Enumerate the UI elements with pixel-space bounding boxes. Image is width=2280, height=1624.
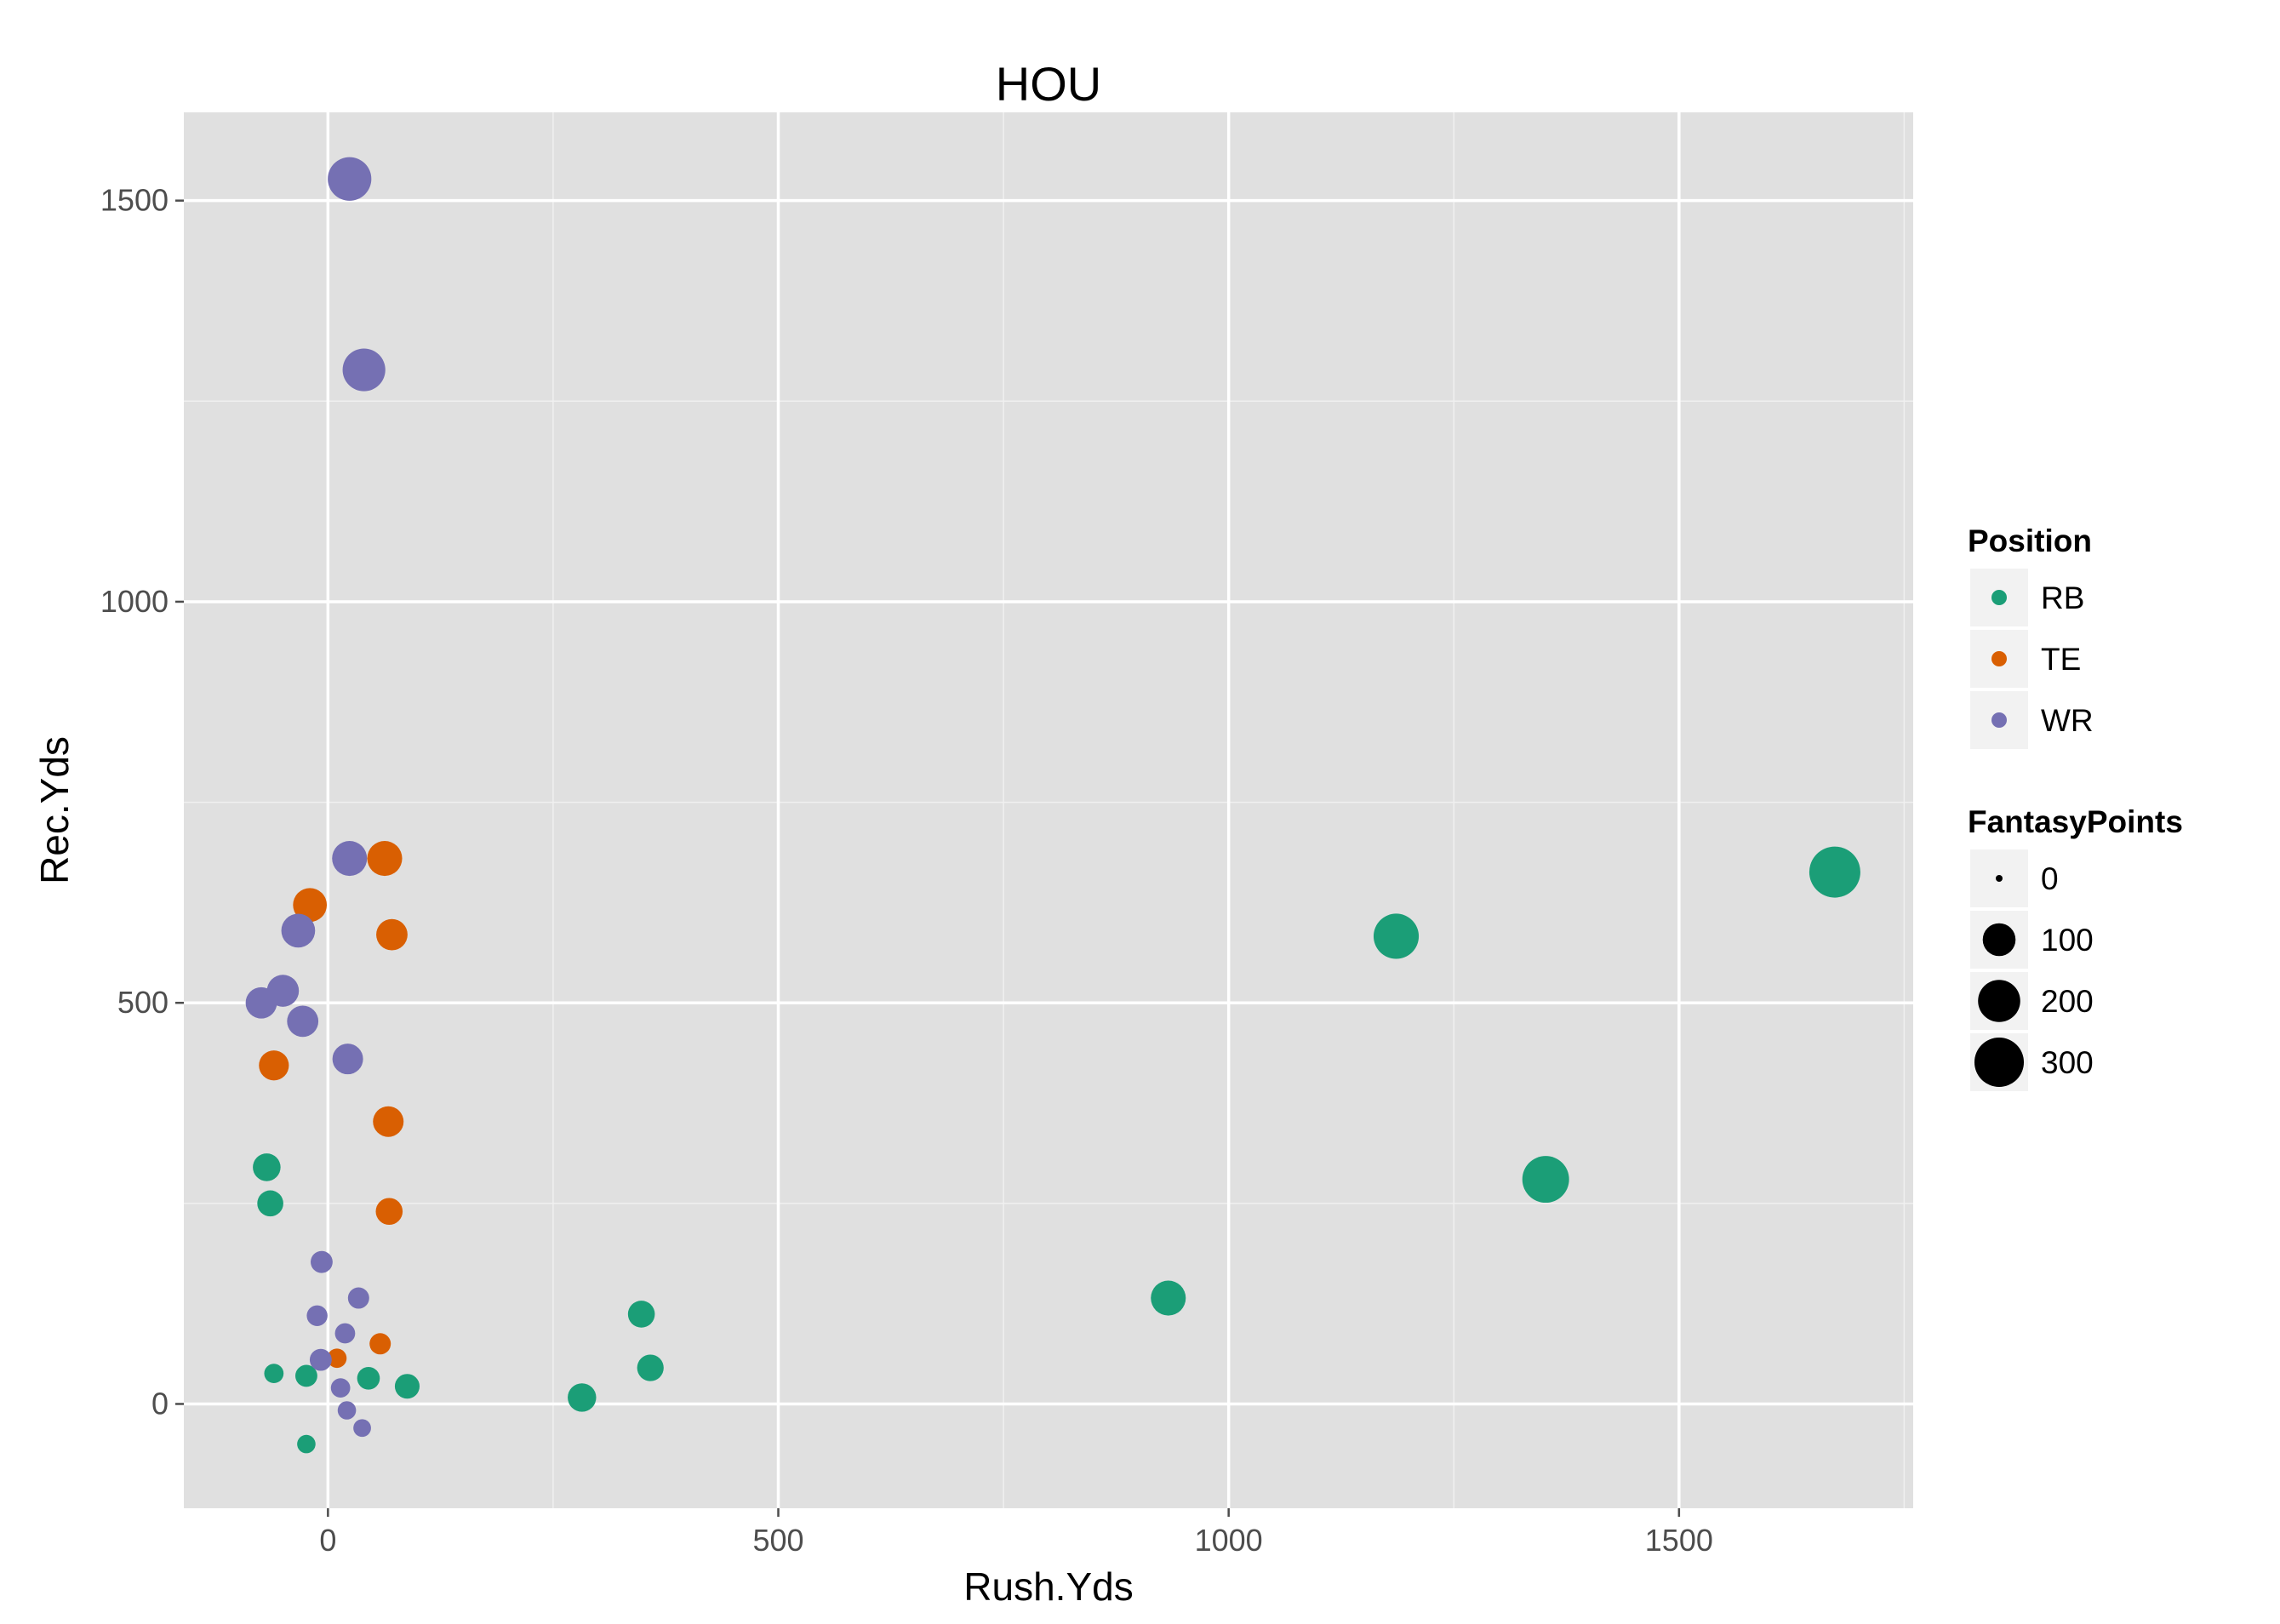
point-wr [347, 1287, 369, 1309]
point-rb [297, 1434, 316, 1454]
point-wr [330, 1378, 351, 1398]
point-te [259, 1050, 289, 1081]
point-rb [253, 1153, 281, 1181]
point-wr [287, 1005, 319, 1038]
point-rb [264, 1364, 284, 1384]
major-gridlines [184, 112, 1913, 1508]
x-tick-label: 1000 [1195, 1523, 1263, 1558]
minor-gridlines [184, 112, 1913, 1508]
y-tick-label: 0 [151, 1386, 169, 1421]
size-legend-swatch [1996, 875, 2003, 882]
legend-swatch-wr [1991, 712, 2007, 728]
point-te [369, 1333, 391, 1355]
point-wr [337, 1401, 357, 1420]
point-te [373, 1106, 404, 1137]
point-wr [328, 157, 372, 201]
size-legend-swatch [1978, 980, 2020, 1022]
y-axis-ticks: 0 500 1000 1500 [100, 183, 184, 1421]
size-legend-label: 300 [2041, 1045, 2094, 1080]
point-rb [1373, 913, 1420, 959]
point-wr [342, 348, 386, 392]
point-rb [627, 1301, 655, 1328]
x-tick-label: 500 [752, 1523, 803, 1558]
point-wr [334, 1323, 356, 1344]
y-tick-label: 500 [117, 985, 169, 1020]
point-te [375, 1198, 403, 1226]
legend-label-te: TE [2041, 642, 2081, 677]
point-te [327, 1348, 347, 1369]
legend-label-wr: WR [2041, 703, 2094, 738]
point-rb [1522, 1156, 1569, 1204]
position-legend-title: Position [1968, 523, 2092, 558]
y-tick-label: 1000 [100, 584, 169, 619]
position-legend: Position RB TE WR [1968, 523, 2094, 749]
fantasy-points-legend: FantasyPoints 0 100 200 300 [1968, 804, 2183, 1091]
point-rb [295, 1364, 317, 1387]
point-wr [332, 841, 368, 877]
chart-title: HOU [996, 57, 1101, 111]
point-te [293, 888, 328, 923]
data-points [245, 157, 1860, 1454]
legend-swatch-rb [1991, 590, 2007, 605]
legend-label-rb: RB [2041, 580, 2084, 615]
point-wr [281, 913, 316, 948]
point-rb [1809, 846, 1860, 898]
x-axis-ticks: 0 500 1000 1500 [319, 1508, 1713, 1558]
size-legend-swatch [1982, 923, 2016, 957]
point-wr [310, 1250, 333, 1273]
point-rb [1151, 1280, 1186, 1316]
legend-swatch-te [1991, 651, 2007, 666]
x-axis-title: Rush.Yds [963, 1564, 1133, 1609]
point-rb [357, 1366, 380, 1390]
y-axis-title: Rec.Yds [32, 736, 77, 884]
point-wr [245, 986, 277, 1019]
y-tick-label: 1500 [100, 183, 169, 218]
x-tick-label: 1500 [1645, 1523, 1713, 1558]
size-legend-label: 100 [2041, 923, 2094, 958]
point-wr [353, 1419, 371, 1438]
point-te [376, 918, 408, 951]
size-legend-label: 200 [2041, 984, 2094, 1019]
point-wr [309, 1348, 332, 1371]
fantasy-points-legend-title: FantasyPoints [1968, 804, 2183, 839]
point-wr [332, 1044, 363, 1075]
plot-panel [184, 112, 1913, 1508]
point-rb [637, 1354, 664, 1381]
point-rb [257, 1190, 283, 1217]
point-rb [568, 1383, 597, 1412]
x-tick-label: 0 [319, 1523, 336, 1558]
point-te [367, 841, 403, 877]
point-rb [394, 1374, 420, 1399]
size-legend-label: 0 [2041, 861, 2059, 896]
size-legend-swatch [1974, 1037, 2025, 1088]
point-wr [306, 1305, 328, 1326]
